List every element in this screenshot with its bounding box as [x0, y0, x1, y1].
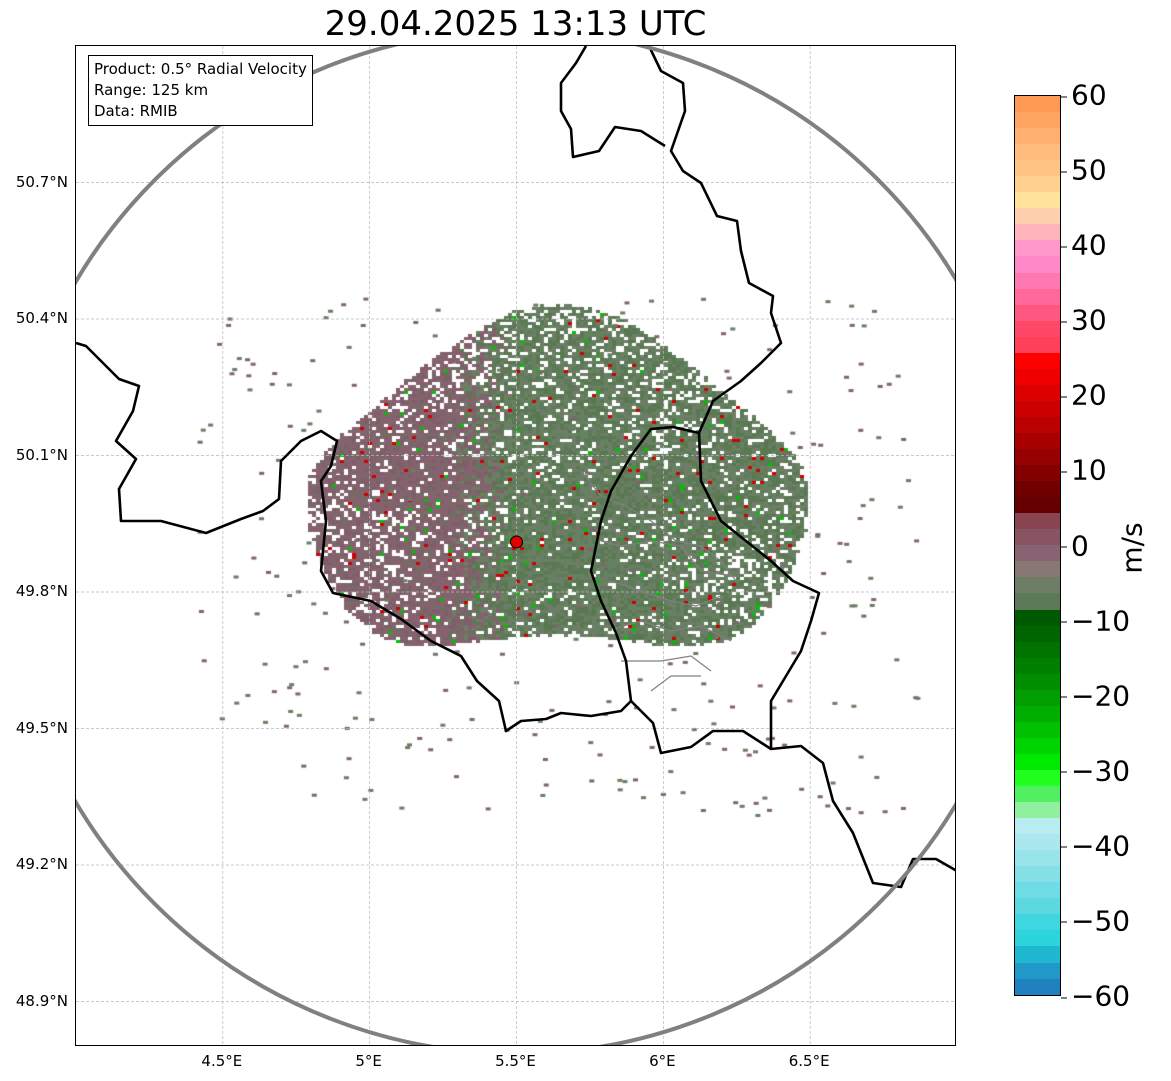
colorbar-band [1015, 705, 1060, 722]
map-overlay [76, 46, 955, 1045]
product-info-box: Product: 0.5° Radial Velocity Range: 125… [88, 55, 313, 126]
colorbar-tick-label: −60 [1061, 980, 1130, 1013]
gridlines [76, 46, 955, 1045]
colorbar-band [1015, 497, 1060, 514]
border-belgium-france [76, 341, 632, 733]
border-belgium-luxembourg [589, 425, 700, 702]
colorbar-band [1015, 561, 1060, 578]
colorbar-band [1015, 882, 1060, 899]
colorbar-band [1015, 240, 1060, 257]
radar-site-marker [510, 535, 523, 549]
colorbar-band [1015, 641, 1060, 658]
product-label: Product: 0.5° Radial Velocity [94, 60, 307, 78]
border-belgium-germany-netherlands [559, 46, 783, 434]
colorbar-band [1015, 160, 1060, 177]
lon-tick-label: 5.5°E [495, 1052, 536, 1070]
colorbar-band [1015, 978, 1060, 995]
colorbar-band [1015, 529, 1060, 546]
lat-tick-label: 49.5°N [15, 718, 68, 737]
colorbar-band [1015, 689, 1060, 706]
colorbar-band [1015, 962, 1060, 979]
lat-tick-label: 48.9°N [15, 991, 68, 1010]
colorbar-tick-label: 20 [1061, 379, 1107, 412]
lat-tick-label: 49.8°N [15, 582, 68, 600]
colorbar-band [1015, 898, 1060, 915]
colorbar-band [1015, 818, 1060, 835]
colorbar-band [1015, 866, 1060, 883]
colorbar-band [1015, 786, 1060, 803]
colorbar-band [1015, 352, 1060, 369]
colorbar-band [1015, 272, 1060, 289]
colorbar-band [1015, 96, 1060, 113]
lon-tick-label: 4.5°E [201, 1052, 243, 1070]
colorbar-tick-label: −10 [1061, 604, 1130, 637]
colorbar-tick-label: 50 [1061, 154, 1107, 187]
colorbar-band [1015, 513, 1060, 530]
colorbar-band [1015, 224, 1060, 241]
colorbar-band [1015, 256, 1060, 273]
colorbar-tick-label: 30 [1061, 304, 1107, 337]
lon-tick-label: 6.5°E [788, 1052, 830, 1070]
colorbar-tick-label: −50 [1061, 904, 1130, 937]
colorbar-band [1015, 465, 1060, 482]
colorbar-band [1015, 176, 1060, 193]
lat-tick-label: 50.7°N [15, 172, 68, 191]
colorbar-tick-label: −30 [1061, 754, 1130, 787]
country-borders [76, 46, 955, 889]
colorbar-band [1015, 753, 1060, 770]
colorbar-band [1015, 481, 1060, 498]
colorbar-band [1015, 192, 1060, 209]
lat-tick-label: 50.4°N [15, 309, 68, 327]
colorbar-band [1015, 930, 1060, 947]
range-label: Range: 125 km [94, 81, 209, 99]
colorbar-band [1015, 304, 1060, 321]
colorbar-band [1015, 769, 1060, 787]
colorbar-tick-label: 10 [1061, 454, 1107, 487]
colorbar-band [1015, 384, 1060, 401]
colorbar-band [1015, 834, 1060, 851]
colorbar-unit-label: m/s [1115, 522, 1149, 574]
colorbar-tick-label: 0 [1061, 529, 1089, 562]
colorbar-band [1015, 320, 1060, 337]
colorbar-band [1015, 336, 1060, 353]
colorbar-tick-label: 40 [1061, 229, 1107, 262]
colorbar-band [1015, 625, 1060, 642]
colorbar-band [1015, 128, 1060, 145]
admin-boundaries [580, 470, 737, 692]
colorbar-band [1015, 737, 1060, 754]
lon-tick-label: 6°E [649, 1052, 676, 1070]
colorbar-tick-label: −20 [1061, 679, 1130, 712]
colorbar-band [1015, 946, 1060, 963]
colorbar-band [1015, 400, 1060, 417]
colorbar-band [1015, 368, 1060, 385]
colorbar-band [1015, 112, 1060, 129]
colorbar-band [1015, 432, 1060, 450]
colorbar-band [1015, 609, 1060, 626]
colorbar-band [1015, 657, 1060, 674]
colorbar-band [1015, 802, 1060, 819]
colorbar-band [1015, 577, 1060, 594]
colorbar-band [1015, 914, 1060, 931]
colorbar-band [1015, 288, 1060, 305]
velocity-colorbar [1014, 95, 1061, 996]
colorbar-band [1015, 545, 1060, 562]
colorbar-tick-label: −40 [1061, 829, 1130, 862]
lat-tick-label: 49.2°N [15, 855, 68, 873]
colorbar-band [1015, 449, 1060, 466]
data-source-label: Data: RMIB [94, 102, 178, 120]
colorbar-band [1015, 416, 1060, 433]
border-france-germany [630, 700, 955, 889]
map-title: 29.04.2025 13:13 UTC [324, 4, 707, 44]
colorbar-band [1015, 850, 1060, 867]
colorbar-band [1015, 208, 1060, 225]
lat-tick-label: 50.1°N [15, 445, 68, 464]
colorbar-band [1015, 593, 1060, 610]
border-luxembourg-germany [697, 432, 821, 749]
radar-map[interactable] [75, 45, 956, 1046]
colorbar-band [1015, 721, 1060, 738]
colorbar-band [1015, 673, 1060, 690]
colorbar-tick-label: 60 [1061, 79, 1107, 112]
lon-tick-label: 5°E [355, 1052, 382, 1070]
colorbar-band [1015, 144, 1060, 161]
